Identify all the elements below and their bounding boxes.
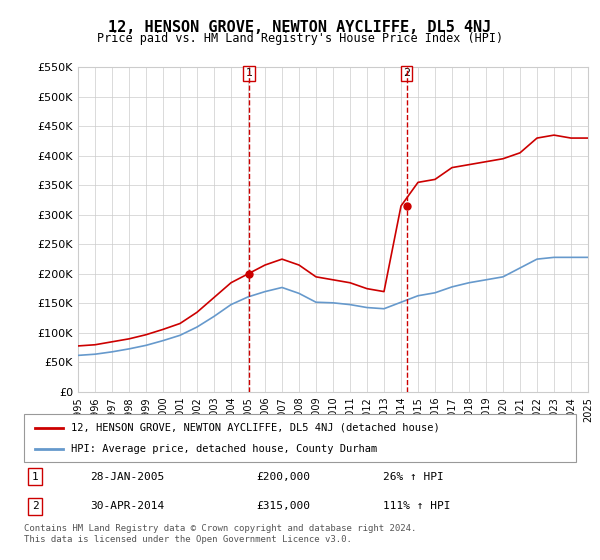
Text: 1: 1 <box>245 68 253 78</box>
Text: £200,000: £200,000 <box>256 472 310 482</box>
Text: HPI: Average price, detached house, County Durham: HPI: Average price, detached house, Coun… <box>71 444 377 454</box>
Text: 28-JAN-2005: 28-JAN-2005 <box>90 472 164 482</box>
Text: 30-APR-2014: 30-APR-2014 <box>90 501 164 511</box>
Text: 2: 2 <box>32 501 38 511</box>
Text: This data is licensed under the Open Government Licence v3.0.: This data is licensed under the Open Gov… <box>24 535 352 544</box>
Text: 12, HENSON GROVE, NEWTON AYCLIFFE, DL5 4NJ (detached house): 12, HENSON GROVE, NEWTON AYCLIFFE, DL5 4… <box>71 423 440 433</box>
Text: Price paid vs. HM Land Registry's House Price Index (HPI): Price paid vs. HM Land Registry's House … <box>97 32 503 45</box>
Text: 26% ↑ HPI: 26% ↑ HPI <box>383 472 443 482</box>
Text: 2: 2 <box>403 68 410 78</box>
Text: £315,000: £315,000 <box>256 501 310 511</box>
Text: 1: 1 <box>32 472 38 482</box>
Text: 111% ↑ HPI: 111% ↑ HPI <box>383 501 450 511</box>
Text: 12, HENSON GROVE, NEWTON AYCLIFFE, DL5 4NJ: 12, HENSON GROVE, NEWTON AYCLIFFE, DL5 4… <box>109 20 491 35</box>
Text: Contains HM Land Registry data © Crown copyright and database right 2024.: Contains HM Land Registry data © Crown c… <box>24 524 416 533</box>
FancyBboxPatch shape <box>24 414 576 462</box>
